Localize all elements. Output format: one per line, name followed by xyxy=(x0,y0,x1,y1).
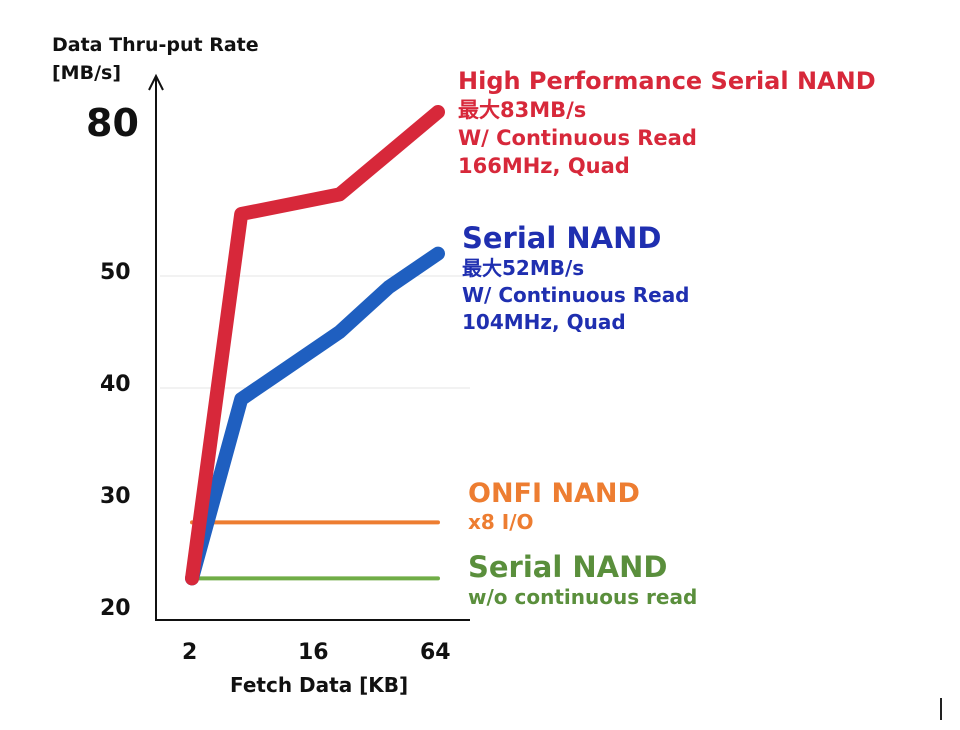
x-tick-label-64: 64 xyxy=(420,640,451,665)
annotation-serial-mode: W/ Continuous Read xyxy=(462,283,690,308)
y-axis-label: Data Thru-put Rate [MB/s] xyxy=(52,31,259,87)
x-axis-label: Fetch Data [KB] xyxy=(230,673,409,697)
series-line-serial-nand xyxy=(185,246,445,586)
annotation-serial-nand-no-cr: Serial NAND w/o continuous read xyxy=(468,550,698,610)
annotation-serial-clock: 104MHz, Quad xyxy=(462,310,626,335)
annotation-onfi-title: ONFI NAND xyxy=(468,478,640,509)
y-tick-label-20: 20 xyxy=(100,596,131,621)
annotation-hp-max: 最大83MB/s xyxy=(458,97,587,122)
y-axis-label-line-2: [MB/s] xyxy=(52,62,122,84)
annotation-hp-mode: W/ Continuous Read xyxy=(458,125,697,150)
annotation-hp-title: High Performance Serial NAND xyxy=(458,67,876,95)
x-tick-label-2: 2 xyxy=(182,640,198,665)
y-axis-label-line-1: Data Thru-put Rate xyxy=(52,34,259,56)
y-tick-label-30: 30 xyxy=(100,484,131,509)
series-line-hp-serial-nand xyxy=(185,105,445,586)
annotation-serial-max: 最大52MB/s xyxy=(462,256,585,281)
y-tick-label-40: 40 xyxy=(100,372,131,397)
annotation-serial-nand: Serial NAND 最大52MB/s W/ Continuous Read … xyxy=(462,221,690,335)
x-tick-label-16: 16 xyxy=(298,640,329,665)
y-axis-arrow xyxy=(148,73,164,91)
text-cursor-mark xyxy=(940,698,942,720)
annotation-serial-no-cr-title: Serial NAND xyxy=(468,550,668,584)
annotation-hp-clock: 166MHz, Quad xyxy=(458,153,630,178)
annotation-serial-no-cr-mode: w/o continuous read xyxy=(468,585,698,610)
y-tick-label-50: 50 xyxy=(100,260,131,285)
y-tick-label-80: 80 xyxy=(86,101,139,145)
annotation-onfi-io: x8 I/O xyxy=(468,510,534,535)
annotation-hp-serial-nand: High Performance Serial NAND 最大83MB/s W/… xyxy=(458,67,876,178)
annotation-serial-title: Serial NAND xyxy=(462,221,662,255)
annotation-onfi-nand: ONFI NAND x8 I/O xyxy=(468,478,640,534)
